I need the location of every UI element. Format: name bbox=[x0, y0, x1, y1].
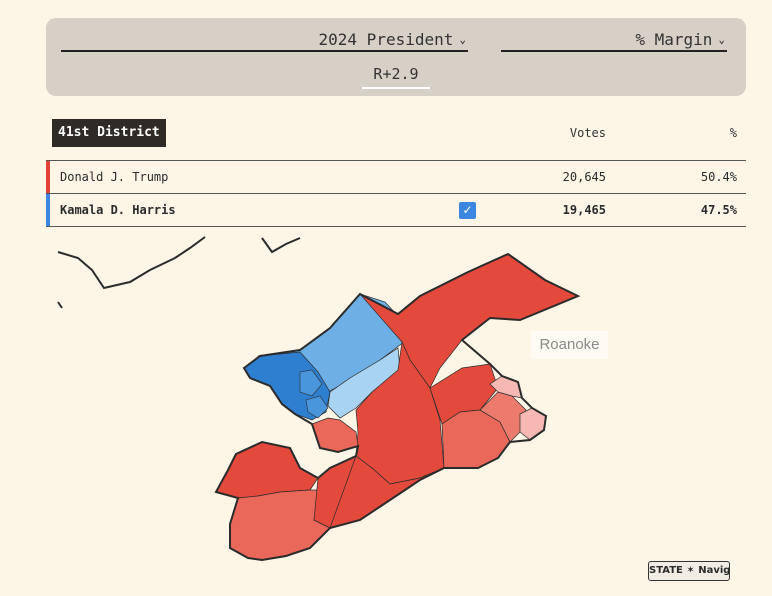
party-color-bar bbox=[46, 161, 50, 193]
precinct-medium-d bbox=[305, 395, 329, 419]
brand-logo: STATE ✶ Navigator bbox=[648, 561, 730, 581]
district-outline bbox=[214, 252, 581, 562]
candidate-name: Kamala D. Harris bbox=[60, 203, 176, 217]
candidate-percent: 47.5% bbox=[700, 203, 737, 217]
city-label: Roanoke bbox=[531, 331, 608, 359]
candidate-name: Donald J. Trump bbox=[60, 170, 169, 184]
table-row: Kamala D. Harris ✓ 19,465 47.5% bbox=[46, 193, 746, 227]
percent-column-header: % bbox=[729, 126, 737, 140]
candidate-votes: 19,465 bbox=[562, 203, 606, 217]
chevron-down-icon: ⌄ bbox=[718, 32, 725, 46]
metric-select[interactable]: % Margin ⌄ bbox=[501, 28, 727, 52]
table-row: Donald J. Trump 20,645 50.4% bbox=[46, 160, 746, 193]
district-map bbox=[57, 236, 581, 562]
candidate-votes: 20,645 bbox=[562, 170, 606, 184]
votes-column-header: Votes bbox=[569, 126, 606, 140]
party-color-bar bbox=[46, 194, 50, 226]
chevron-down-icon: ⌄ bbox=[459, 32, 466, 46]
race-select-label: 2024 President bbox=[318, 29, 454, 49]
precinct-medium-r bbox=[229, 489, 331, 561]
neighbor-boundary bbox=[57, 236, 206, 290]
race-select[interactable]: 2024 President ⌄ bbox=[61, 28, 468, 52]
district-badge: 41st District bbox=[52, 119, 166, 147]
candidate-percent: 50.4% bbox=[700, 170, 737, 184]
margin-value: R+2.9 bbox=[362, 65, 430, 89]
precinct-medium-d bbox=[299, 369, 323, 397]
metric-select-label: % Margin bbox=[635, 29, 713, 49]
neighbor-boundary bbox=[57, 301, 63, 309]
neighbor-boundary bbox=[261, 237, 301, 254]
winner-check-icon: ✓ bbox=[459, 202, 476, 219]
controls-panel: 2024 President ⌄ % Margin ⌄ R+2.9 bbox=[46, 18, 746, 96]
